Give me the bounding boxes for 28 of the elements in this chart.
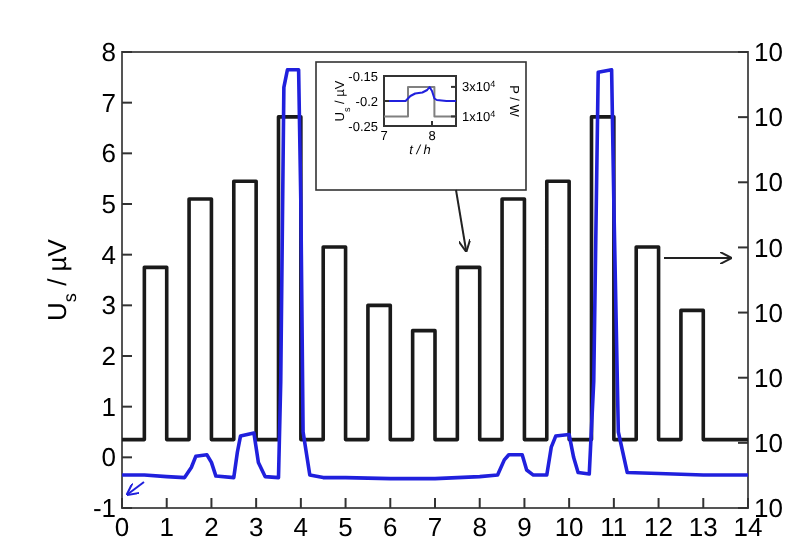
y-tick-label: 3: [101, 290, 116, 321]
x-tick-label: 11: [600, 512, 628, 540]
text: 10: [754, 297, 783, 328]
x-tick-label: 7: [427, 512, 443, 540]
y-tick-label: 1: [101, 391, 116, 422]
line-series: [120, 67, 750, 481]
y-tick-label: 4: [101, 239, 116, 270]
x-tick-label: 9: [517, 512, 532, 540]
x-tick-label: 6: [383, 512, 398, 540]
text: 10: [754, 167, 783, 198]
x-tick-label: 3: [248, 512, 264, 540]
y-tick-label: 5: [101, 189, 116, 220]
x-tick-label: 10: [554, 512, 584, 540]
x-tick-label: 1: [159, 512, 174, 540]
y-tick-label: 8: [101, 37, 116, 68]
x-tick-label: 12: [644, 512, 674, 540]
text: 10: [754, 362, 783, 393]
y-tick-label: -1: [92, 493, 116, 524]
y-tick-label: 0: [101, 442, 116, 473]
x-tick-label: 2: [204, 512, 219, 540]
y-tick-label: 7: [101, 87, 116, 118]
text: 10: [754, 232, 783, 263]
x-tick-label: 8: [472, 512, 487, 540]
text: 10: [754, 427, 783, 458]
x-tick-label: 13: [688, 512, 718, 540]
x-tick-label: 4: [293, 512, 309, 540]
y-tick-label: 2: [101, 341, 116, 372]
text: 10: [754, 37, 783, 68]
